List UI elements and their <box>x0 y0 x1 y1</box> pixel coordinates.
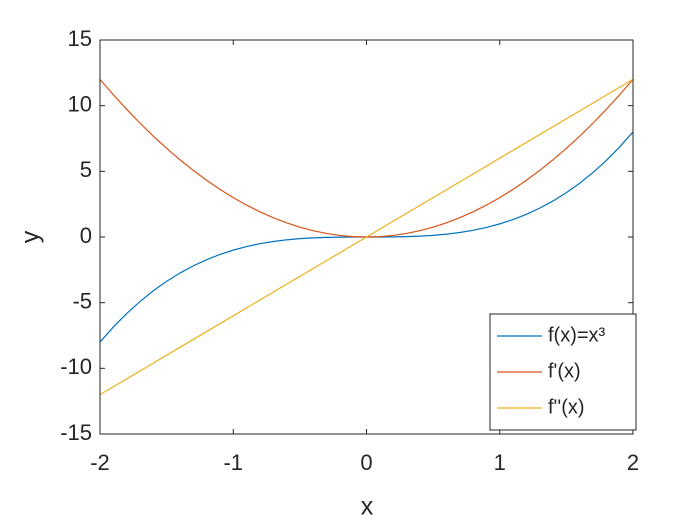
y-tick-label: 5 <box>80 157 92 182</box>
x-tick-label: 0 <box>360 450 372 475</box>
x-tick-label: 1 <box>494 450 506 475</box>
legend-label: f''(x) <box>548 396 585 418</box>
x-axis-label: x <box>361 493 374 521</box>
y-tick-label: -5 <box>72 288 92 313</box>
y-tick-label: 0 <box>80 223 92 248</box>
x-tick-label: -1 <box>223 450 243 475</box>
series-line <box>99 78 634 396</box>
legend-label: f'(x) <box>548 360 581 382</box>
y-tick-label: -10 <box>60 354 92 379</box>
y-tick-label: -15 <box>60 420 92 445</box>
y-tick-label: 15 <box>68 26 92 51</box>
x-tick-label: 2 <box>627 450 639 475</box>
legend-label: f(x)=x³ <box>548 324 606 346</box>
y-axis-label: y <box>17 230 45 243</box>
y-tick-label: 10 <box>68 91 92 116</box>
x-tick-label: -2 <box>90 450 110 475</box>
